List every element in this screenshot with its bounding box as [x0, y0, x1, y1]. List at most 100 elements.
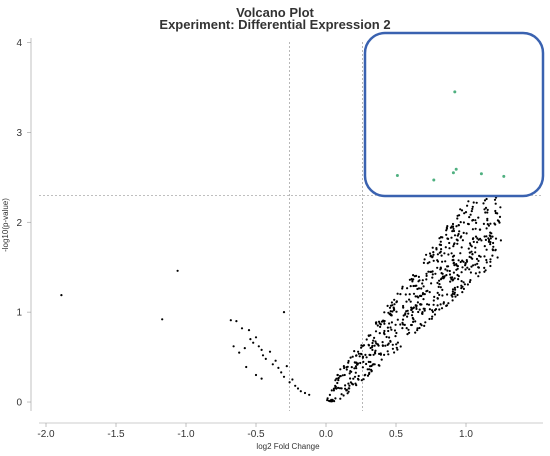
data-point	[381, 344, 384, 347]
data-point	[464, 211, 468, 214]
data-point	[428, 291, 431, 294]
data-point	[496, 256, 499, 259]
data-point	[423, 293, 426, 296]
data-point	[438, 279, 441, 282]
data-point	[471, 253, 474, 256]
data-point	[453, 277, 456, 280]
data-point	[426, 303, 429, 306]
data-point	[351, 355, 354, 358]
data-point	[491, 249, 495, 252]
data-point	[487, 224, 490, 227]
data-point	[425, 272, 428, 275]
data-point	[427, 303, 431, 306]
data-point	[408, 278, 411, 281]
data-point	[454, 288, 457, 291]
data-point	[485, 258, 488, 262]
data-point	[478, 271, 481, 274]
data-point	[441, 260, 444, 263]
data-point	[328, 393, 331, 396]
data-point	[362, 344, 366, 347]
data-point	[456, 239, 459, 242]
data-point	[458, 214, 461, 217]
data-point	[401, 285, 404, 288]
data-point	[453, 291, 456, 294]
data-point	[361, 355, 365, 358]
data-point	[432, 299, 435, 302]
data-point	[410, 307, 414, 310]
data-point	[460, 246, 463, 249]
data-point	[457, 275, 460, 278]
data-point	[406, 309, 409, 312]
data-point	[462, 231, 465, 234]
data-point	[373, 336, 376, 339]
data-point	[466, 283, 469, 286]
data-point	[483, 255, 486, 258]
data-point	[445, 229, 448, 232]
data-point	[448, 273, 452, 276]
data-point	[450, 236, 453, 239]
data-point	[466, 204, 469, 207]
data-point	[439, 286, 442, 289]
y-tick-label: 4	[16, 38, 22, 49]
data-point	[394, 323, 397, 326]
data-point	[483, 208, 486, 211]
data-point	[436, 297, 439, 300]
data-point	[452, 245, 455, 248]
data-point	[452, 254, 456, 257]
data-point	[350, 382, 353, 385]
data-point	[494, 211, 497, 215]
data-point	[485, 197, 488, 201]
data-point	[437, 285, 440, 288]
data-point	[339, 368, 342, 371]
data-point	[348, 384, 351, 387]
data-point	[280, 371, 283, 374]
data-point	[451, 290, 454, 293]
data-point	[362, 378, 365, 381]
data-point	[469, 271, 472, 274]
data-point	[443, 252, 446, 255]
data-point	[436, 281, 439, 284]
data-point	[463, 212, 466, 215]
data-point	[474, 235, 478, 238]
data-point	[469, 243, 472, 247]
data-point	[461, 259, 464, 262]
data-point	[383, 311, 386, 314]
data-point	[247, 329, 251, 332]
data-point	[60, 294, 63, 297]
data-point	[459, 260, 462, 264]
data-point	[349, 377, 352, 380]
data-point	[471, 219, 474, 222]
data-point	[472, 201, 475, 204]
data-point	[479, 237, 482, 240]
data-point	[421, 292, 425, 295]
data-point	[446, 225, 449, 228]
data-point	[425, 253, 428, 256]
data-point	[336, 381, 339, 385]
data-point	[353, 375, 357, 378]
data-point	[254, 336, 258, 339]
data-point	[436, 304, 439, 307]
data-point	[387, 329, 390, 333]
data-point	[261, 354, 265, 357]
data-point	[430, 282, 433, 285]
data-point	[457, 232, 460, 236]
data-point	[411, 278, 414, 281]
data-point	[452, 227, 455, 230]
data-point	[442, 302, 445, 305]
data-point	[464, 268, 467, 271]
data-point	[299, 390, 302, 393]
data-point	[366, 368, 369, 371]
data-point	[449, 280, 452, 283]
data-point	[393, 351, 396, 354]
x-tick-label: 0.5	[389, 429, 403, 440]
data-point	[416, 295, 419, 298]
data-point	[465, 259, 468, 262]
data-point	[389, 310, 392, 313]
data-point	[446, 293, 449, 296]
data-point	[436, 259, 439, 262]
data-point	[461, 291, 464, 294]
data-point	[452, 243, 456, 246]
data-point	[436, 266, 439, 269]
data-point	[447, 253, 450, 256]
data-point	[390, 314, 393, 317]
